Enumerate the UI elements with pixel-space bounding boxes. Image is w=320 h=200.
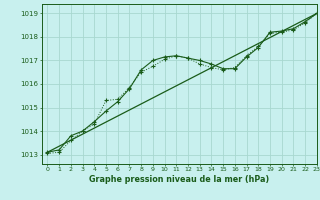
X-axis label: Graphe pression niveau de la mer (hPa): Graphe pression niveau de la mer (hPa) [89, 175, 269, 184]
